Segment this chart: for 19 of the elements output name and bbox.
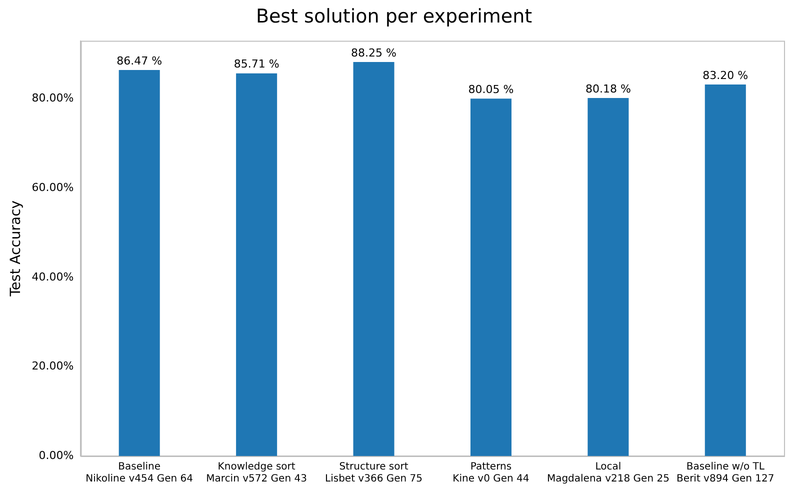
y-tick-label: 40.00% bbox=[32, 270, 74, 284]
x-tick-label: Baseline Nikoline v454 Gen 64 bbox=[86, 462, 194, 485]
x-tick-label: Baseline w/o TL Berit v894 Gen 127 bbox=[676, 462, 774, 485]
data-label: 86.47 % bbox=[116, 54, 162, 68]
x-tick-label: Knowledge sort Marcin v572 Gen 43 bbox=[206, 462, 307, 485]
data-label: 88.25 % bbox=[351, 46, 396, 60]
data-label: 80.05 % bbox=[468, 82, 514, 96]
x-tick-label: Patterns Kine v0 Gen 44 bbox=[452, 462, 530, 485]
y-tick-label: 0.00% bbox=[38, 448, 74, 462]
data-label: 83.20 % bbox=[702, 68, 748, 82]
x-tick-label: Structure sort Lisbet v366 Gen 75 bbox=[325, 462, 423, 485]
x-tick-label: Local Magdalena v218 Gen 25 bbox=[546, 462, 670, 485]
y-tick-label: 20.00% bbox=[32, 360, 74, 373]
y-tick-label: 60.00% bbox=[32, 180, 74, 194]
y-tick-label: 80.00% bbox=[32, 92, 74, 105]
data-label: 80.18 % bbox=[585, 82, 631, 96]
y-axis-title: Test Accuracy bbox=[8, 200, 24, 298]
chart-title: Best solution per experiment bbox=[256, 5, 532, 28]
data-label: 85.71 % bbox=[234, 58, 280, 71]
